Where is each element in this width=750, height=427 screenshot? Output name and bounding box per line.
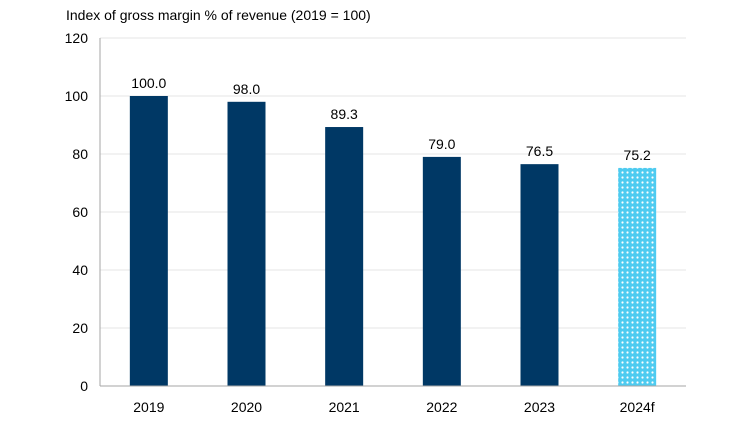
bar-2021 — [325, 127, 364, 386]
x-tick-label: 2020 — [231, 399, 262, 415]
bar-2019 — [129, 96, 168, 386]
data-labels: 100.0 98.0 89.3 79.0 76.5 75.2 — [131, 75, 651, 163]
x-tick-label: 2021 — [329, 399, 360, 415]
y-tick-label: 0 — [80, 378, 88, 394]
bar-2020 — [227, 101, 266, 387]
x-tick-label: 2023 — [524, 399, 555, 415]
data-label: 100.0 — [131, 75, 166, 91]
gridlines — [100, 37, 686, 329]
y-tick-label: 20 — [72, 320, 88, 336]
data-label: 79.0 — [428, 136, 455, 152]
x-tick-label: 2024f — [620, 399, 655, 415]
bar-2022 — [422, 156, 461, 386]
x-tick-label: 2019 — [133, 399, 164, 415]
y-tick-label: 60 — [72, 204, 88, 220]
bar-2023 — [520, 164, 559, 386]
chart-title: Index of gross margin % of revenue (2019… — [66, 7, 371, 23]
data-label: 98.0 — [233, 81, 260, 97]
bar-2024f — [618, 167, 657, 386]
data-label: 75.2 — [624, 147, 651, 163]
data-label: 76.5 — [526, 143, 553, 159]
y-axis-ticks: 0 20 40 60 80 100 120 — [65, 30, 89, 394]
bars — [129, 96, 657, 387]
x-tick-label: 2022 — [426, 399, 457, 415]
y-tick-label: 100 — [65, 88, 89, 104]
y-tick-label: 40 — [72, 262, 88, 278]
y-tick-label: 120 — [65, 30, 89, 46]
y-tick-label: 80 — [72, 146, 88, 162]
data-label: 89.3 — [331, 106, 358, 122]
x-axis-ticks: 2019 2020 2021 2022 2023 2024f — [133, 399, 655, 415]
